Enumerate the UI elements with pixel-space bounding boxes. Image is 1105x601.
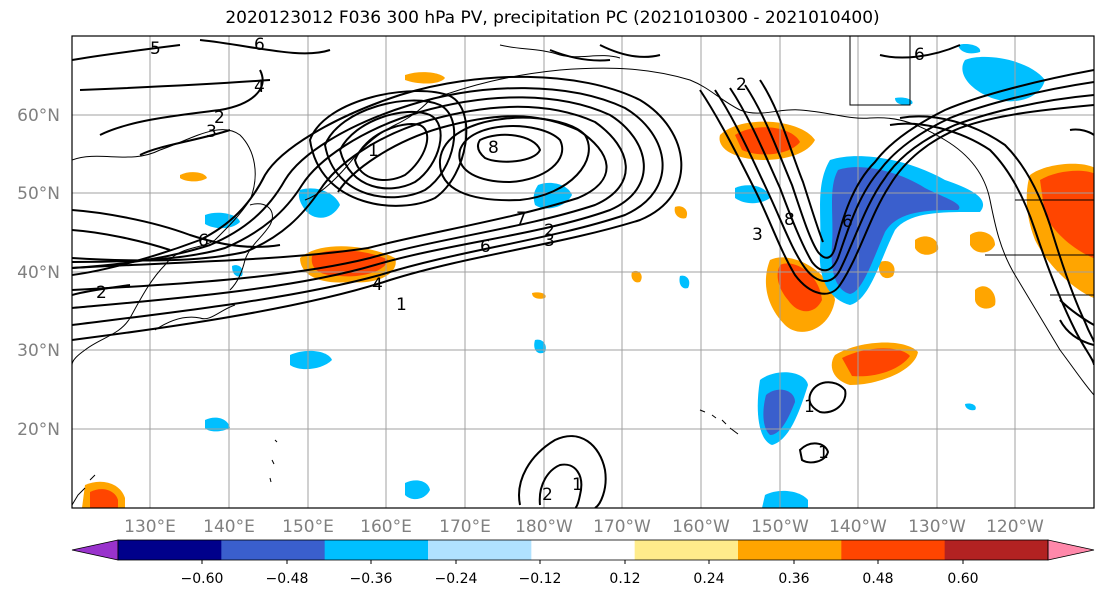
lon-label: 120°W [986,517,1044,537]
colorbar-ticks: −0.60 −0.48 −0.36 −0.24 −0.12 0.12 0.24 … [181,560,979,587]
colorbar-cell [118,540,222,560]
contour-label: 1 [396,295,407,315]
colorbar-tick-label: −0.24 [435,571,478,587]
lon-label: 150°E [282,517,334,537]
contour-label: 3 [752,225,763,245]
colorbar-cell [531,540,636,560]
colorbar-tick-label: 0.48 [862,571,893,587]
lon-label: 150°W [751,517,809,537]
longitude-labels: 130°E 140°E 150°E 160°E 170°E 180°W 170°… [124,517,1044,537]
contour-label: 1 [804,397,815,417]
lon-label: 180°W [515,517,573,537]
contour-label: 7 [516,209,527,229]
lon-label: 170°W [593,517,651,537]
colorbar-cell [841,540,946,560]
lat-label: 60°N [17,106,60,126]
contour-label: 5 [150,39,161,59]
contour-label: 2 [96,283,107,303]
contour-label: 2 [214,108,225,128]
colorbar-tick-label: −0.60 [181,571,224,587]
contour-label: 8 [784,210,795,230]
pv-contours [72,39,1094,508]
pv-contour-labels: 5 6 4 2 3 1 8 7 6 3 2 6 4 1 2 8 6 3 2 6 … [96,35,925,505]
contour-label: 6 [842,212,853,232]
contour-label: 3 [544,231,555,251]
colorbar-cell [324,540,429,560]
colorbar-cell [944,540,1049,560]
colorbar-cell [221,540,326,560]
lon-label: 130°W [908,517,966,537]
colorbar-cell [738,540,842,560]
contour-label: 2 [736,75,747,95]
lon-label: 170°E [439,517,491,537]
colorbar-extend-max [1047,539,1095,561]
map-frame [71,35,1095,509]
contour-label: 6 [480,237,491,257]
map-area: 5 6 4 2 3 1 8 7 6 3 2 6 4 1 2 8 6 3 2 6 … [72,35,1094,508]
colorbar-cell [634,540,739,560]
contour-label: 2 [544,221,555,241]
lat-label: 50°N [17,184,60,204]
lon-label: 160°E [360,517,412,537]
colorbar-cell [428,540,532,560]
contour-label: 2 [542,485,553,505]
colorbar-frame [117,539,1049,561]
lat-label: 40°N [17,263,60,283]
contour-label: 8 [488,138,499,158]
colorbar-tick-label: −0.48 [266,571,309,587]
colorbar-tick-label: 0.36 [778,571,809,587]
plot-title: 2020123012 F036 300 hPa PV, precipitatio… [225,8,880,28]
lat-label: 20°N [17,420,60,440]
contour-label: 6 [914,45,925,65]
contour-label: 1 [572,475,583,495]
contour-label: 4 [254,77,265,97]
colorbar: −0.60 −0.48 −0.36 −0.24 −0.12 0.12 0.24 … [71,539,1095,587]
lon-label: 160°W [672,517,730,537]
contour-label: 1 [368,141,379,161]
colorbar-tick-label: 0.24 [693,571,724,587]
colorbar-tick-label: −0.12 [519,571,562,587]
lon-label: 140°W [829,517,887,537]
contour-label: 6 [254,35,265,55]
lon-label: 130°E [124,517,176,537]
contour-label: 1 [818,443,829,463]
colorbar-cells [71,539,1095,561]
colorbar-extend-min [71,539,119,561]
coastlines [72,36,1094,506]
contour-label: 3 [206,122,217,142]
contour-label: 6 [198,231,209,251]
colorbar-tick-label: 0.12 [609,571,640,587]
colorbar-tick-label: 0.60 [947,571,978,587]
latitude-labels: 60°N 50°N 40°N 30°N 20°N [17,106,60,440]
contour-label: 4 [372,275,383,295]
lat-label: 30°N [17,341,60,361]
lon-label: 140°E [203,517,255,537]
colorbar-tick-label: −0.36 [350,571,393,587]
